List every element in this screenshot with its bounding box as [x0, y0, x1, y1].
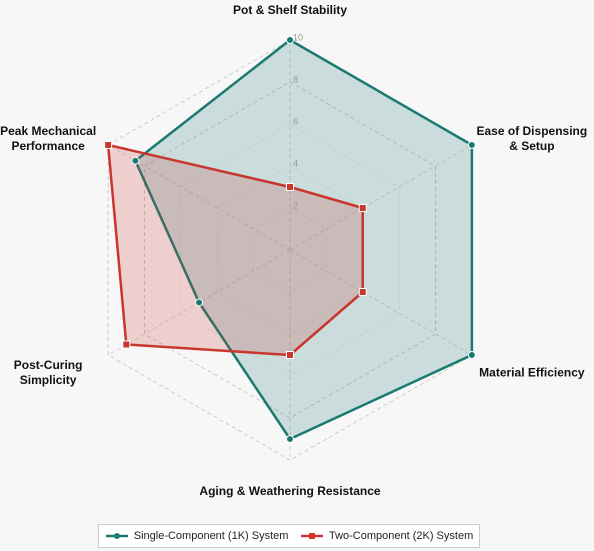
- axis-label: Post-Curing Simplicity: [13, 358, 83, 387]
- point: [122, 340, 131, 349]
- legend-swatch: [300, 533, 323, 539]
- legend-swatch: [105, 533, 128, 539]
- point: [358, 204, 367, 212]
- point: [286, 183, 294, 191]
- axis-label: Material Efficiency: [479, 365, 585, 380]
- legend-label: Single-Component (1K) System: [133, 530, 289, 542]
- point: [286, 351, 294, 359]
- legend-marker: [113, 533, 120, 539]
- axis-label: Aging & Weathering Resistance: [199, 484, 381, 498]
- axis-label: Ease of Dispensing & Setup: [476, 124, 588, 153]
- axis-line: [289, 144, 473, 251]
- point: [358, 288, 367, 296]
- r-tick-label: 6: [293, 116, 298, 126]
- legend: Single-Component (1K) System Two-Componen…: [98, 524, 480, 548]
- legend-item: Single-Component (1K) System: [105, 530, 289, 542]
- point: [104, 141, 113, 149]
- point: [195, 298, 204, 307]
- axis-line: [289, 249, 473, 356]
- point: [467, 141, 476, 149]
- axis-label: Peak Mechanical Performance: [0, 124, 97, 153]
- point: [286, 435, 294, 443]
- point: [286, 36, 294, 44]
- point: [467, 351, 476, 359]
- axis-label: Pot & Shelf Stability: [232, 3, 347, 17]
- r-tick-label: 8: [293, 74, 298, 84]
- legend-marker: [308, 533, 315, 539]
- r-tick-label: 10: [293, 32, 303, 42]
- legend-item: Two-Component (2K) System: [300, 530, 473, 542]
- point: [131, 156, 140, 165]
- r-tick-label: 2: [293, 200, 298, 210]
- legend-label: Two-Component (2K) System: [328, 530, 474, 542]
- r-tick-label: 4: [293, 158, 298, 168]
